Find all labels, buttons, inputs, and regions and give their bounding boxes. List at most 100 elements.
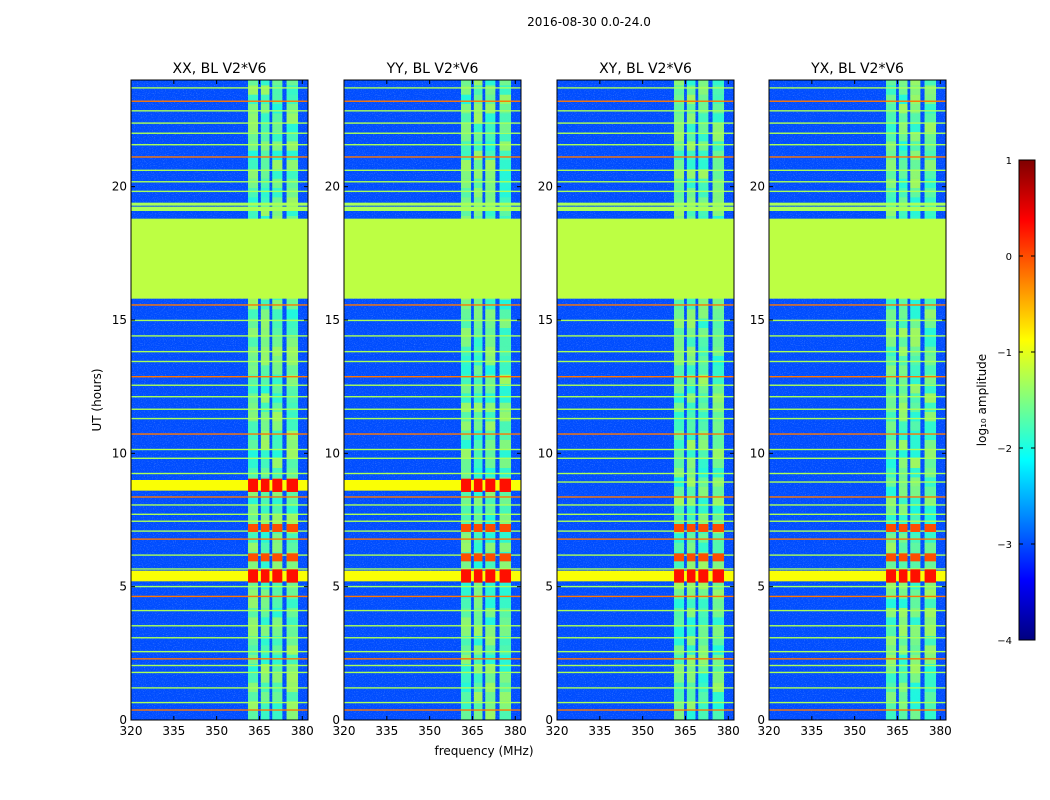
rfi-cell bbox=[248, 589, 259, 599]
rfi-cell bbox=[248, 384, 259, 394]
rfi-cell bbox=[712, 169, 725, 179]
rfi-cell bbox=[473, 598, 483, 608]
rfi-cell bbox=[898, 150, 908, 160]
rfi-cell bbox=[910, 580, 921, 590]
rfi-cell bbox=[898, 169, 908, 179]
rfi-cell bbox=[248, 440, 259, 450]
rfi-cell bbox=[286, 710, 299, 720]
rfi-cell bbox=[260, 384, 270, 394]
rfi-cell bbox=[924, 384, 937, 394]
rfi-cell bbox=[485, 608, 496, 618]
rfi-cell bbox=[924, 197, 937, 207]
rfi-cell bbox=[461, 337, 472, 347]
rfi-hotspot bbox=[674, 553, 685, 562]
rfi-time-line bbox=[344, 568, 521, 570]
rfi-cell bbox=[698, 458, 709, 468]
rfi-time-line bbox=[769, 554, 946, 556]
rfi-time-line bbox=[131, 671, 308, 674]
rfi-cell bbox=[485, 430, 496, 440]
rfi-cell bbox=[260, 421, 270, 431]
rfi-cell bbox=[686, 458, 696, 468]
rfi-time-line bbox=[769, 701, 946, 704]
x-tick-label: 380 bbox=[929, 724, 952, 738]
rfi-cell bbox=[248, 710, 259, 720]
rfi-cell bbox=[924, 645, 937, 655]
rfi-cell bbox=[910, 533, 921, 543]
rfi-cell bbox=[485, 412, 496, 422]
rfi-time-line bbox=[344, 585, 521, 588]
rfi-cell bbox=[272, 430, 283, 440]
rfi-cell bbox=[898, 402, 908, 412]
rfi-cell bbox=[485, 85, 496, 95]
y-tick-label: 0 bbox=[332, 713, 340, 727]
rfi-cell bbox=[473, 505, 483, 515]
rfi-time-line bbox=[344, 513, 521, 515]
rfi-time-line bbox=[344, 206, 521, 209]
rfi-cell bbox=[473, 636, 483, 646]
rfi-hotspot bbox=[712, 524, 725, 532]
rfi-cell bbox=[461, 365, 472, 375]
rfi-cell bbox=[248, 188, 259, 198]
rfi-time-line bbox=[344, 530, 521, 532]
rfi-cell bbox=[674, 692, 685, 702]
rfi-cell bbox=[686, 598, 696, 608]
x-tick-label: 365 bbox=[886, 724, 909, 738]
rfi-cell bbox=[674, 122, 685, 132]
strong-rfi-cell bbox=[712, 569, 725, 583]
rfi-cell bbox=[499, 710, 512, 720]
rfi-cell bbox=[712, 328, 725, 338]
rfi-cell bbox=[712, 104, 725, 114]
rfi-cell bbox=[674, 468, 685, 478]
rfi-cell bbox=[485, 113, 496, 123]
strong-rfi-cell bbox=[248, 569, 259, 583]
rfi-cell bbox=[686, 421, 696, 431]
rfi-cell bbox=[473, 710, 483, 720]
rfi-cell bbox=[698, 402, 709, 412]
rfi-time-line bbox=[557, 384, 734, 386]
rfi-cell bbox=[248, 178, 259, 188]
rfi-hotspot bbox=[461, 524, 472, 532]
rfi-cell bbox=[272, 85, 283, 95]
rfi-time-line bbox=[769, 408, 946, 410]
rfi-cell bbox=[499, 104, 512, 114]
rfi-cell bbox=[461, 430, 472, 440]
flagged-strip bbox=[344, 208, 521, 211]
rfi-cell bbox=[886, 402, 897, 412]
rfi-time-line bbox=[557, 637, 734, 639]
rfi-cell bbox=[272, 160, 283, 170]
rfi-cell bbox=[686, 449, 696, 459]
rfi-cell bbox=[272, 580, 283, 590]
rfi-cell bbox=[499, 178, 512, 188]
rfi-cell bbox=[924, 113, 937, 123]
rfi-time-line bbox=[769, 144, 946, 146]
rfi-cell bbox=[698, 384, 709, 394]
rfi-cell bbox=[473, 533, 483, 543]
rfi-cell bbox=[272, 309, 283, 319]
flagged-block bbox=[557, 218, 734, 299]
rfi-cell bbox=[260, 141, 270, 151]
rfi-cell bbox=[272, 374, 283, 384]
rfi-time-line bbox=[131, 190, 308, 193]
rfi-cell bbox=[286, 505, 299, 515]
rfi-cell bbox=[886, 440, 897, 450]
rfi-cell bbox=[924, 85, 937, 95]
rfi-cell bbox=[686, 356, 696, 366]
rfi-cell bbox=[260, 412, 270, 422]
rfi-cell bbox=[485, 393, 496, 403]
rfi-time-line bbox=[769, 360, 946, 363]
rfi-cell bbox=[886, 701, 897, 711]
rfi-cell bbox=[248, 374, 259, 384]
rfi-cell bbox=[499, 664, 512, 674]
rfi-cell bbox=[286, 468, 299, 478]
strong-rfi-cell bbox=[886, 569, 897, 583]
rfi-cell bbox=[286, 496, 299, 506]
rfi-cell bbox=[260, 178, 270, 188]
rfi-cell bbox=[473, 449, 483, 459]
rfi-cell bbox=[686, 542, 696, 552]
rfi-cell bbox=[260, 328, 270, 338]
rfi-time-line bbox=[769, 457, 946, 459]
rfi-cell bbox=[499, 188, 512, 198]
rfi-cell bbox=[674, 94, 685, 104]
rfi-time-line bbox=[769, 658, 946, 660]
rfi-cell bbox=[712, 94, 725, 104]
